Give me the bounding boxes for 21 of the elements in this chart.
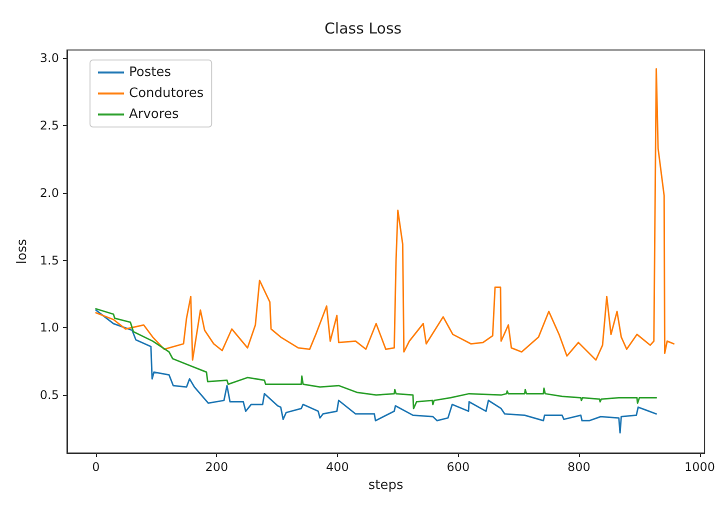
y-tick-label: 3.0: [40, 51, 59, 66]
x-tick-label: 800: [568, 460, 590, 474]
line-series: [95, 308, 658, 410]
y-tick-label: 2.5: [40, 118, 59, 132]
line-series: [95, 68, 675, 361]
x-tick-label: 400: [326, 460, 349, 474]
chart-title: Class Loss: [324, 20, 402, 38]
legend-label: Postes: [129, 65, 172, 80]
y-tick-label: 2.0: [40, 186, 59, 200]
y-tick-label: 1.5: [40, 253, 59, 268]
x-axis-title: steps: [368, 478, 404, 493]
line-series: [95, 309, 658, 434]
legend-label: Condutores: [129, 86, 204, 101]
x-tick-label: 200: [205, 460, 228, 474]
y-tick-label: 0.5: [40, 388, 59, 402]
x-tick-label: 0: [92, 460, 100, 474]
x-tick-label: 600: [446, 460, 470, 474]
y-axis-title: loss: [15, 238, 30, 264]
legend-label: Arvores: [129, 107, 179, 122]
y-tick-label: 1.0: [40, 320, 59, 335]
x-tick-label: 1000: [684, 460, 716, 474]
